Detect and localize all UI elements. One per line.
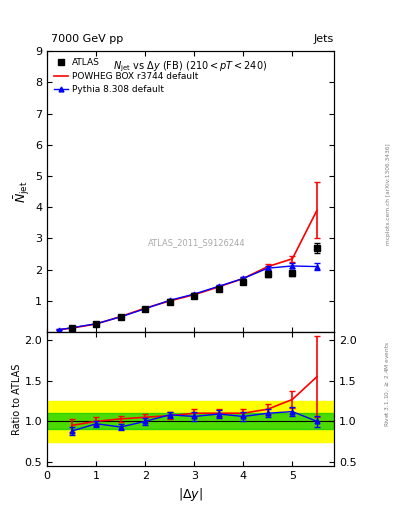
Text: Rivet 3.1.10, $\geq$ 2.4M events: Rivet 3.1.10, $\geq$ 2.4M events xyxy=(384,341,391,427)
X-axis label: $|\Delta y|$: $|\Delta y|$ xyxy=(178,486,203,503)
Legend: ATLAS, POWHEG BOX r3744 default, Pythia 8.308 default: ATLAS, POWHEG BOX r3744 default, Pythia … xyxy=(51,56,200,97)
Y-axis label: $\bar{N}_\mathrm{jet}$: $\bar{N}_\mathrm{jet}$ xyxy=(13,180,32,203)
Text: ATLAS_2011_S9126244: ATLAS_2011_S9126244 xyxy=(147,238,245,247)
Bar xyxy=(47,413,334,430)
Y-axis label: Ratio to ATLAS: Ratio to ATLAS xyxy=(12,364,22,435)
Text: $N_\mathrm{jet}\ \mathrm{vs}\ \Delta y\ \mathrm{(FB)}\ (210 < pT < 240)$: $N_\mathrm{jet}\ \mathrm{vs}\ \Delta y\ … xyxy=(114,59,268,74)
Bar xyxy=(47,401,334,441)
Text: Jets: Jets xyxy=(314,33,334,44)
Text: 7000 GeV pp: 7000 GeV pp xyxy=(51,33,123,44)
Text: mcplots.cern.ch [arXiv:1306.3436]: mcplots.cern.ch [arXiv:1306.3436] xyxy=(386,144,391,245)
